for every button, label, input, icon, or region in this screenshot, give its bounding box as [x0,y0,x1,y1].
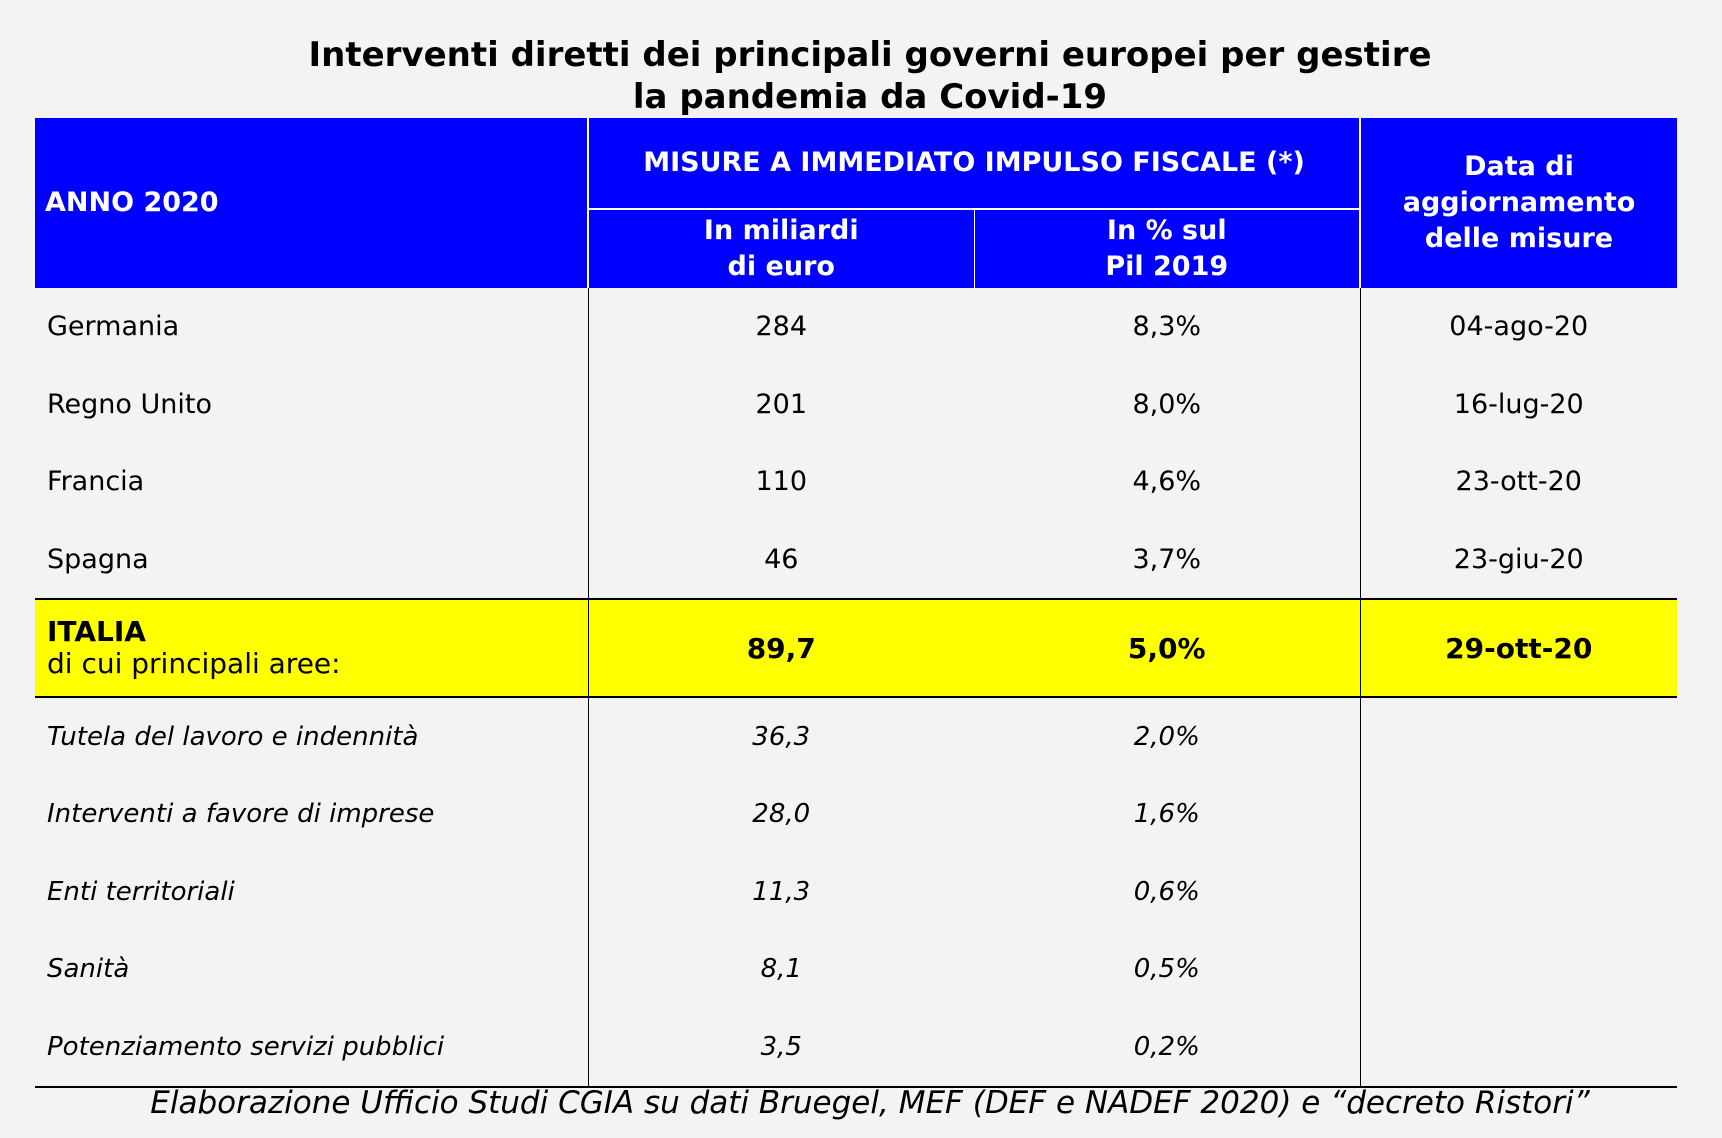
italia-miliardi: 89,7 [588,598,974,698]
header-miliardi-line-1: In miliardi [703,215,859,246]
title-line-2: la pandemia da Covid-19 [632,77,1108,117]
area-pil: 0,5% [974,930,1361,1008]
country-name: Spagna [35,520,589,599]
italia-date: 29-ott-20 [1360,598,1677,698]
miliardi-value: 46 [764,543,799,575]
miliardi-value: 201 [755,388,808,420]
area-date-empty [1360,1008,1677,1088]
area-miliardi: 3,5 [588,1008,974,1088]
update-date: 04-ago-20 [1449,311,1589,343]
area-name: Potenziamento servizi pubblici [35,1008,589,1088]
area-pil: 2,0% [974,697,1361,776]
header-data-aggiornamento: Data di aggiornamento delle misure [1360,118,1677,288]
area-name: Tutela del lavoro e indennità [35,697,589,776]
header-anno: ANNO 2020 [35,118,589,288]
pil-value: 8,0% [974,365,1361,443]
table-row: Sanità 8,1 0,5% [35,930,1677,1009]
miliardi-value: 284 [755,311,808,343]
header-pil: In % sul Pil 2019 [974,209,1361,288]
area-date-empty [1360,931,1677,1009]
header-data-line-3: delle misure [1424,223,1614,254]
table-body: Germania 284 8,3% 04-ago-20 Regno Unito … [35,288,1677,1088]
page-title: Interventi diretti dei principali govern… [0,34,1722,118]
table-row: Francia 110 4,6% 23-ott-20 [35,443,1677,521]
header-pil-line-2: Pil 2019 [1105,251,1229,282]
area-miliardi: 28,0 [752,799,811,830]
italia-label: ITALIA di cui principali aree: [35,598,589,698]
pil-value: 8,3% [974,288,1361,366]
area-pil: 0,6% [974,853,1361,931]
table-row: Potenziamento servizi pubblici 3,5 0,2% [35,1008,1677,1088]
pil-value: 4,6% [974,443,1361,521]
table-row: Regno Unito 201 8,0% 16-lug-20 [35,365,1677,443]
table-row: Enti territoriali 11,3 0,6% [35,853,1677,931]
header-misure: MISURE A IMMEDIATO IMPULSO FISCALE (*) [588,118,1361,210]
area-miliardi: 11,3 [752,876,811,907]
area-date-empty [1360,697,1677,776]
area-name: Enti territoriali [35,853,589,931]
update-date: 16-lug-20 [1453,388,1584,420]
country-name: Regno Unito [35,365,589,443]
italia-name: ITALIA [47,615,146,648]
area-name: Interventi a favore di imprese [35,775,589,853]
area-date-empty [1360,853,1677,931]
table-row: Spagna 46 3,7% 23-giu-20 [35,520,1677,599]
update-date: 23-giu-20 [1453,543,1584,575]
header-data-line-1: Data di [1464,151,1574,182]
fiscal-measures-table: ANNO 2020 MISURE A IMMEDIATO IMPULSO FIS… [35,118,1677,1088]
miliardi-value: 110 [755,466,808,498]
area-miliardi: 36,3 [752,721,811,752]
area-name: Sanità [35,930,589,1008]
update-date: 23-ott-20 [1455,466,1582,498]
table-row: Interventi a favore di imprese 28,0 1,6% [35,775,1677,854]
area-pil: 0,2% [974,1008,1361,1088]
header-miliardi-line-2: di euro [727,251,835,282]
area-date-empty [1360,776,1677,854]
table-header: ANNO 2020 MISURE A IMMEDIATO IMPULSO FIS… [35,118,1677,288]
italia-subtitle: di cui principali aree: [47,647,341,680]
area-miliardi: 8,1 [760,954,802,985]
header-data-line-2: aggiornamento [1402,187,1636,218]
area-pil: 1,6% [974,775,1361,853]
source-note: Elaborazione Ufficio Studi CGIA su dati … [150,1085,1590,1121]
header-miliardi: In miliardi di euro [588,209,975,288]
italia-row: ITALIA di cui principali aree: 89,7 5,0%… [35,598,1677,698]
table-row: Tutela del lavoro e indennità 36,3 2,0% [35,697,1677,776]
pil-value: 3,7% [974,520,1361,599]
table-row: Germania 284 8,3% 04-ago-20 [35,288,1677,366]
header-pil-line-1: In % sul [1106,215,1227,246]
country-name: Francia [35,443,589,521]
country-name: Germania [35,288,589,366]
title-line-1: Interventi diretti dei principali govern… [308,35,1432,75]
italia-pil: 5,0% [974,598,1361,698]
